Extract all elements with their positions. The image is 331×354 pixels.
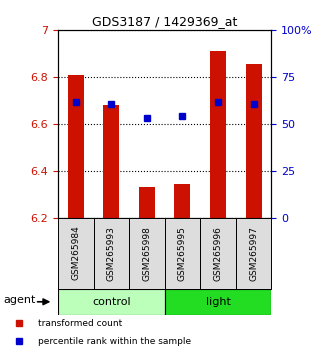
Bar bbox=[165, 218, 200, 289]
Text: GSM265995: GSM265995 bbox=[178, 225, 187, 281]
Text: GSM265996: GSM265996 bbox=[213, 225, 222, 281]
Text: GSM265993: GSM265993 bbox=[107, 225, 116, 281]
Text: GSM265997: GSM265997 bbox=[249, 225, 258, 281]
Text: agent: agent bbox=[3, 296, 35, 306]
Bar bbox=[236, 218, 271, 289]
Bar bbox=[210, 51, 226, 218]
Bar bbox=[58, 289, 165, 315]
Bar bbox=[129, 218, 165, 289]
Bar bbox=[103, 105, 119, 218]
Bar bbox=[93, 218, 129, 289]
Bar bbox=[174, 184, 190, 218]
Bar bbox=[68, 75, 84, 218]
Text: light: light bbox=[206, 297, 230, 307]
Bar bbox=[246, 64, 261, 218]
Text: percentile rank within the sample: percentile rank within the sample bbox=[38, 337, 191, 346]
Title: GDS3187 / 1429369_at: GDS3187 / 1429369_at bbox=[92, 15, 237, 28]
Bar bbox=[200, 218, 236, 289]
Bar bbox=[139, 187, 155, 218]
Text: transformed count: transformed count bbox=[38, 319, 122, 328]
Bar bbox=[165, 289, 271, 315]
Text: GSM265984: GSM265984 bbox=[71, 226, 80, 280]
Text: GSM265998: GSM265998 bbox=[142, 225, 151, 281]
Bar bbox=[58, 218, 93, 289]
Text: control: control bbox=[92, 297, 131, 307]
